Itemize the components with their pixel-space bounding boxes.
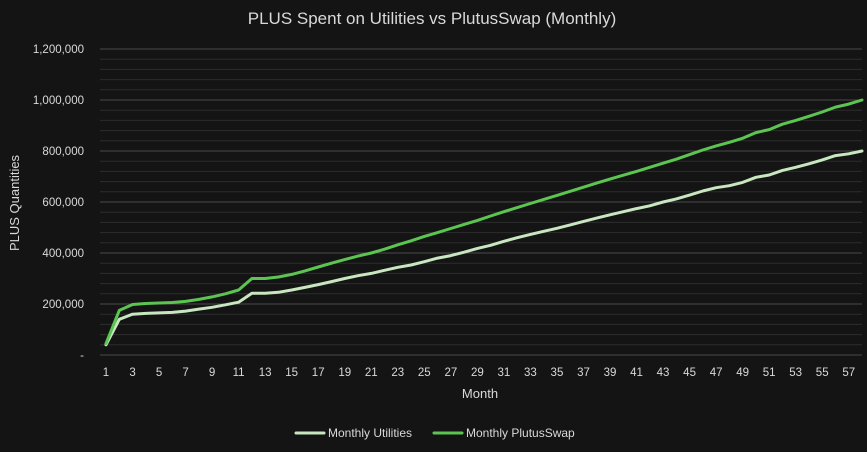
x-tick-label: 33	[524, 367, 537, 379]
x-tick-label: 43	[657, 367, 670, 379]
x-tick-label: 17	[312, 367, 325, 379]
legend-label: Monthly Utilities	[328, 426, 412, 440]
chart-title: PLUS Spent on Utilities vs PlutusSwap (M…	[248, 9, 617, 28]
x-tick-label: 53	[789, 367, 802, 379]
x-tick-label: 5	[156, 367, 162, 379]
y-tick-label: 400,000	[42, 248, 84, 260]
y-axis-title: PLUS Quantities	[7, 154, 22, 251]
series-line	[104, 149, 864, 347]
x-tick-label: 15	[285, 367, 298, 379]
x-tick-label: 1	[103, 367, 109, 379]
y-tick-label: 600,000	[42, 197, 84, 209]
x-tick-label: 11	[233, 367, 245, 379]
x-axis-title: Month	[462, 386, 498, 401]
x-tick-label: 19	[338, 367, 351, 379]
legend-label: Monthly PlutusSwap	[466, 426, 575, 440]
x-tick-label: 49	[736, 367, 749, 379]
gridlines	[100, 48, 862, 356]
x-tick-label: 39	[604, 367, 617, 379]
x-axis-ticks: 1 3 5 7 9 11 13 15 17 19 21 23 25 27 29 31 33 35 37 39 41 43 4…	[103, 367, 855, 379]
x-tick-label: 9	[209, 367, 215, 379]
x-tick-label: 55	[816, 367, 829, 379]
y-tick-label: 800,000	[42, 146, 84, 158]
x-tick-label: 45	[683, 367, 696, 379]
series-line	[104, 98, 864, 345]
x-tick-label: 37	[577, 367, 590, 379]
y-tick-label: 1,200,000	[33, 44, 84, 56]
y-tick-label: -	[80, 350, 84, 362]
y-axis-ticks: - 200,000 400,000 600,000 800,000 1,000,000 1,…	[33, 44, 84, 362]
y-tick-label: 1,000,000	[33, 95, 84, 107]
x-tick-label: 41	[630, 367, 643, 379]
series-lines	[104, 98, 864, 347]
x-tick-label: 21	[365, 367, 378, 379]
y-tick-label: 200,000	[42, 299, 84, 311]
x-tick-label: 23	[391, 367, 404, 379]
x-tick-label: 7	[182, 367, 188, 379]
x-tick-label: 57	[842, 367, 855, 379]
x-tick-label: 47	[710, 367, 723, 379]
x-tick-label: 25	[418, 367, 431, 379]
x-tick-label: 13	[259, 367, 272, 379]
x-tick-label: 3	[129, 367, 135, 379]
x-tick-label: 27	[444, 367, 457, 379]
x-tick-label: 31	[497, 367, 510, 379]
x-tick-label: 51	[763, 367, 776, 379]
x-tick-label: 35	[551, 367, 564, 379]
x-tick-label: 29	[471, 367, 484, 379]
legend: Monthly Utilities Monthly PlutusSwap	[294, 426, 575, 440]
